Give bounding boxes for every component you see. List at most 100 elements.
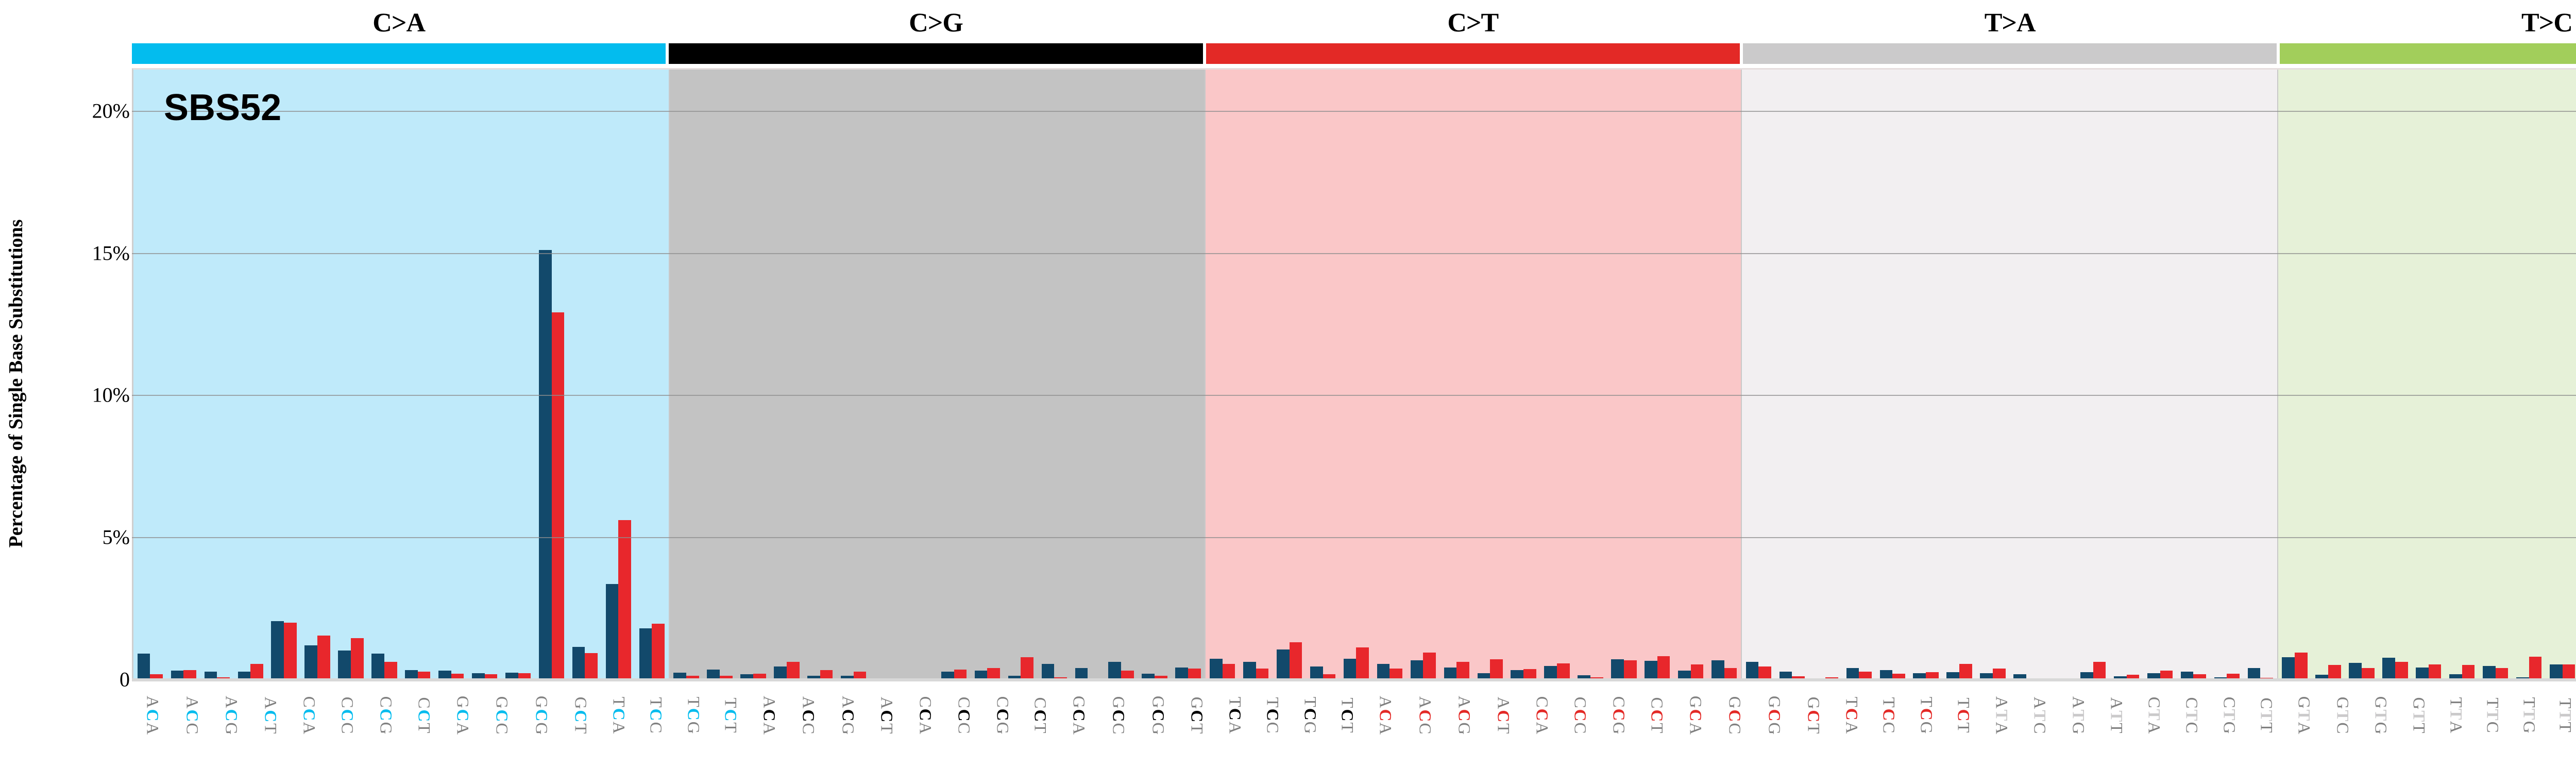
bar-transcribed[interactable] (1611, 659, 1624, 679)
trinucleotide-bar-group[interactable] (937, 70, 971, 679)
trinucleotide-bar-group[interactable] (267, 70, 301, 679)
bar-untranscribed[interactable] (2562, 664, 2575, 679)
bar-transcribed[interactable] (438, 671, 451, 679)
bar-transcribed[interactable] (2516, 677, 2529, 679)
bar-untranscribed[interactable] (1926, 672, 1939, 679)
bar-untranscribed[interactable] (820, 670, 833, 679)
trinucleotide-bar-group[interactable] (1573, 70, 1607, 679)
bar-untranscribed[interactable] (686, 676, 699, 679)
bar-transcribed[interactable] (1008, 676, 1021, 679)
trinucleotide-bar-group[interactable] (1306, 70, 1340, 679)
trinucleotide-bar-group[interactable] (1540, 70, 1574, 679)
bar-transcribed[interactable] (304, 645, 318, 679)
trinucleotide-bar-group[interactable] (737, 70, 770, 679)
trinucleotide-bar-group[interactable] (200, 70, 234, 679)
trinucleotide-bar-group[interactable] (1507, 70, 1540, 679)
trinucleotide-bar-group[interactable] (367, 70, 401, 679)
bar-transcribed[interactable] (1310, 666, 1323, 679)
trinucleotide-bar-group[interactable] (301, 70, 334, 679)
trinucleotide-bar-group[interactable] (2345, 70, 2379, 679)
bar-untranscribed[interactable] (1389, 669, 1403, 679)
trinucleotide-bar-group[interactable] (2479, 70, 2512, 679)
trinucleotide-bar-group[interactable] (501, 70, 535, 679)
bar-untranscribed[interactable] (2160, 671, 2173, 679)
trinucleotide-bar-group[interactable] (1373, 70, 1406, 679)
trinucleotide-bar-group[interactable] (2378, 70, 2412, 679)
bar-transcribed[interactable] (2282, 657, 2295, 679)
bar-untranscribed[interactable] (2462, 665, 2475, 679)
trinucleotide-bar-group[interactable] (1707, 70, 1741, 679)
bar-untranscribed[interactable] (1892, 673, 1905, 679)
bar-untranscribed[interactable] (551, 312, 565, 679)
bar-transcribed[interactable] (171, 671, 184, 679)
trinucleotide-bar-group[interactable] (133, 70, 167, 679)
bar-untranscribed[interactable] (1758, 666, 1772, 679)
bar-transcribed[interactable] (2549, 664, 2563, 679)
bar-transcribed[interactable] (472, 673, 485, 679)
trinucleotide-bar-group[interactable] (1406, 70, 1440, 679)
bar-transcribed[interactable] (1711, 660, 1724, 679)
bar-untranscribed[interactable] (317, 635, 330, 679)
bar-transcribed[interactable] (2113, 676, 2127, 679)
bar-transcribed[interactable] (1243, 661, 1256, 679)
bar-untranscribed[interactable] (853, 672, 867, 679)
bar-untranscribed[interactable] (1724, 668, 1737, 679)
bar-transcribed[interactable] (1544, 665, 1557, 679)
trinucleotide-bar-group[interactable] (1273, 70, 1306, 679)
trinucleotide-bar-group[interactable] (1440, 70, 1473, 679)
bar-untranscribed[interactable] (451, 673, 464, 679)
bar-untranscribed[interactable] (1456, 661, 1469, 679)
trinucleotide-bar-group[interactable] (1742, 70, 1775, 679)
bar-untranscribed[interactable] (384, 661, 397, 679)
bar-untranscribed[interactable] (2193, 674, 2207, 679)
bar-untranscribed[interactable] (350, 638, 364, 679)
bar-transcribed[interactable] (405, 670, 418, 679)
bar-transcribed[interactable] (941, 671, 954, 679)
trinucleotide-bar-group[interactable] (803, 70, 837, 679)
trinucleotide-bar-group[interactable] (1004, 70, 1038, 679)
trinucleotide-bar-group[interactable] (1340, 70, 1373, 679)
trinucleotide-bar-group[interactable] (2043, 70, 2076, 679)
trinucleotide-bar-group[interactable] (670, 70, 703, 679)
bar-transcribed[interactable] (1377, 663, 1390, 679)
trinucleotide-bar-group[interactable] (1105, 70, 1138, 679)
bar-transcribed[interactable] (1142, 673, 1155, 679)
bar-transcribed[interactable] (1175, 667, 1188, 679)
trinucleotide-bar-group[interactable] (434, 70, 468, 679)
bar-transcribed[interactable] (1678, 671, 1691, 679)
bar-transcribed[interactable] (2247, 668, 2261, 679)
trinucleotide-bar-group[interactable] (535, 70, 568, 679)
bar-transcribed[interactable] (271, 621, 284, 679)
trinucleotide-bar-group[interactable] (1038, 70, 1071, 679)
bar-untranscribed[interactable] (1523, 669, 1536, 679)
bar-untranscribed[interactable] (1992, 669, 2006, 679)
trinucleotide-bar-group[interactable] (334, 70, 368, 679)
bar-transcribed[interactable] (639, 628, 652, 679)
bar-untranscribed[interactable] (2428, 664, 2442, 679)
trinucleotide-bar-group[interactable] (837, 70, 870, 679)
trinucleotide-bar-group[interactable] (971, 70, 1004, 679)
bar-untranscribed[interactable] (1323, 674, 1336, 679)
bar-untranscribed[interactable] (1557, 663, 1570, 679)
bar-untranscribed[interactable] (2529, 656, 2542, 679)
bar-transcribed[interactable] (2147, 673, 2160, 679)
bar-untranscribed[interactable] (753, 673, 766, 679)
trinucleotide-bar-group[interactable] (602, 70, 635, 679)
bar-transcribed[interactable] (2180, 671, 2194, 679)
bar-transcribed[interactable] (707, 669, 720, 679)
bar-untranscribed[interactable] (417, 672, 431, 679)
bar-transcribed[interactable] (1041, 663, 1055, 679)
trinucleotide-bar-group[interactable] (2110, 70, 2143, 679)
bar-transcribed[interactable] (1846, 668, 1859, 679)
trinucleotide-bar-group[interactable] (2278, 70, 2312, 679)
bar-untranscribed[interactable] (618, 520, 632, 679)
bar-untranscribed[interactable] (1021, 657, 1033, 679)
trinucleotide-bar-group[interactable] (401, 70, 434, 679)
bar-untranscribed[interactable] (585, 653, 598, 679)
bar-untranscribed[interactable] (518, 673, 531, 679)
bar-untranscribed[interactable] (1490, 659, 1503, 679)
bar-untranscribed[interactable] (1623, 660, 1637, 679)
trinucleotide-bar-group[interactable] (1172, 70, 1205, 679)
trinucleotide-bar-group[interactable] (167, 70, 200, 679)
bar-untranscribed[interactable] (954, 669, 967, 679)
